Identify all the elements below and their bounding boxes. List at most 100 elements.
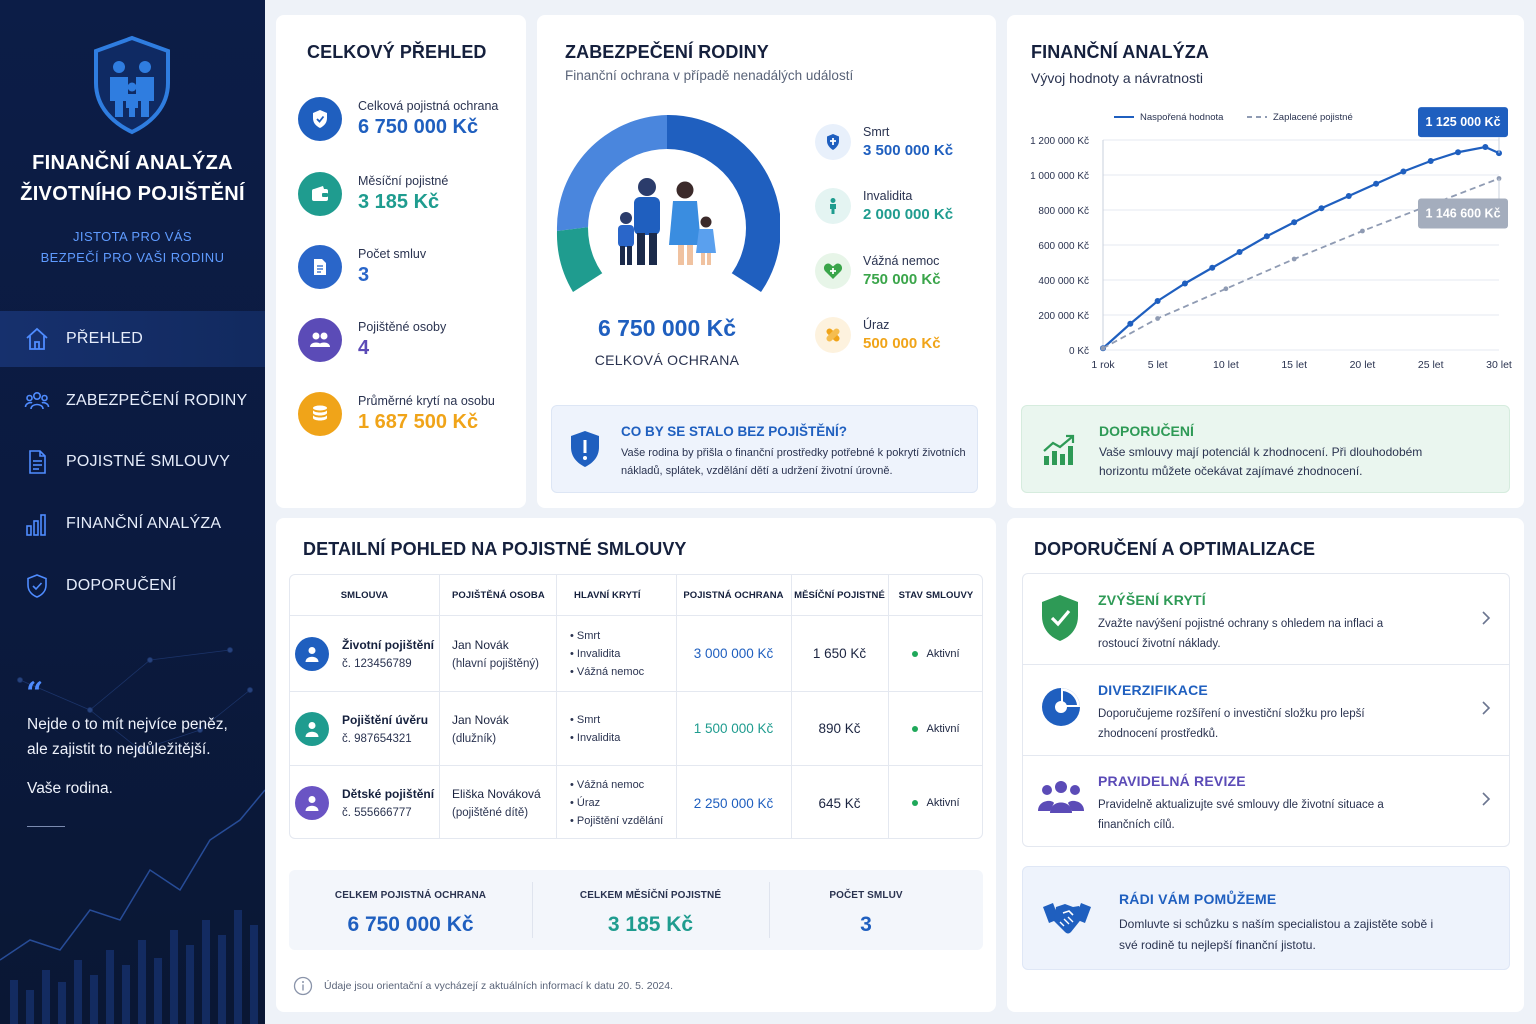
- nav-item-prehled[interactable]: PŘEHLED: [0, 311, 265, 367]
- document-icon: [24, 449, 50, 475]
- decorative-network-graphic: [0, 647, 265, 1024]
- y-tick-label: 1 200 000 Kč: [1030, 136, 1089, 147]
- breakdown-value: 750 000 Kč: [863, 271, 941, 288]
- data-point: [1373, 180, 1380, 187]
- recommendations-card: DOPORUČENÍ A OPTIMALIZACE ZVÝŠENÍ KRYTÍ …: [1007, 518, 1524, 1012]
- x-tick-label: 1 rok: [1091, 359, 1115, 371]
- table-row[interactable]: Pojištění úvěru č. 987654321 Jan Novák (dl…: [290, 691, 982, 765]
- data-point: [1154, 298, 1161, 304]
- family-icon: [24, 388, 50, 414]
- contract-protection: 1 500 000 Kč: [693, 721, 774, 736]
- nav-item-analyza[interactable]: FINANČNÍ ANALÝZA: [0, 496, 265, 552]
- insured-role: (dlužník): [452, 732, 497, 745]
- family-card: ZABEZPEČENÍ RODINY Finanční ochrana v př…: [537, 15, 996, 508]
- recommendation-diverzifikace[interactable]: DIVERZIFIKACE Doporučujeme rozšíření o i…: [1022, 664, 1510, 756]
- x-tick-label: 20 let: [1350, 359, 1376, 371]
- status-dot-icon: [912, 725, 919, 732]
- family-total-value: 6 750 000 Kč: [597, 315, 737, 341]
- breakdown-label: Úraz: [863, 318, 890, 332]
- breakdown-value: 3 500 000 Kč: [863, 142, 954, 159]
- recommendation-text: Doporučujeme rozšíření o investiční slož…: [1098, 708, 1365, 740]
- nav-label: PŘEHLED: [66, 330, 143, 347]
- coverage-item: Vážná nemoc: [576, 665, 645, 678]
- breakdown-label: Invalidita: [863, 189, 913, 203]
- data-point: [1127, 320, 1134, 327]
- sidebar: FINANČNÍ ANALÝZA ŽIVOTNÍHO POJIŠTĚNÍ JIS…: [0, 0, 265, 1024]
- data-point: [1345, 193, 1352, 199]
- contracts-table: SMLOUVA POJIŠTĚNÁ OSOBA HLAVNÍ KRYTÍ POJ…: [289, 574, 983, 839]
- end-value-label: 1 125 000 Kč: [1425, 115, 1500, 129]
- person-icon: [815, 188, 851, 224]
- data-point: [1360, 228, 1365, 234]
- warning-title: CO BY SE STALO BEZ POJIŠTĚNÍ?: [621, 424, 848, 439]
- y-tick-label: 0 Kč: [1069, 346, 1089, 357]
- x-tick-label: 15 let: [1281, 359, 1307, 371]
- user-avatar-icon: [295, 786, 329, 820]
- overview-item-total: Celková pojistná ochrana 6 750 000 Kč: [298, 97, 498, 141]
- legend-label: Zaplacené pojistné: [1273, 112, 1353, 123]
- table-header: POJIŠTĚNÁ OSOBA: [452, 589, 545, 601]
- contracts-title: DETAILNÍ POHLED NA POJISTNÉ SMLOUVY: [303, 539, 687, 559]
- status-badge: Aktivní: [888, 766, 982, 838]
- wallet-icon: [298, 172, 342, 216]
- app-subtitle-line1: JISTOTA PRO VÁS: [73, 229, 192, 244]
- recommend-box: DOPORUČENÍ Vaše smlouvy mají potenciál k…: [1021, 405, 1510, 493]
- summary-total-protection: CELKEM POJISTNÁ OCHRANA 6 750 000 Kč: [334, 890, 487, 936]
- contract-name: Pojištění úvěru: [342, 712, 429, 727]
- coins-icon: [298, 392, 342, 436]
- chevron-right-icon: [1482, 611, 1491, 625]
- overview-label: Celková pojistná ochrana: [358, 99, 499, 113]
- nav-item-zabezpeceni[interactable]: ZABEZPEČENÍ RODINY: [0, 373, 265, 429]
- shield-check-icon: [1042, 595, 1078, 641]
- shield-check-icon: [24, 573, 50, 599]
- warning-text: Vaše rodina by přišla o finanční prostře…: [621, 447, 966, 477]
- x-tick-label: 30 let: [1486, 359, 1512, 371]
- app-title: FINANČNÍ ANALÝZA ŽIVOTNÍHO POJIŠTĚNÍ: [0, 148, 265, 210]
- contracts-card: DETAILNÍ POHLED NA POJISTNÉ SMLOUVY SMLO…: [276, 518, 996, 1012]
- end-value-label: 1 146 600 Kč: [1425, 207, 1500, 221]
- chevron-right-icon: [1482, 792, 1491, 806]
- table-row[interactable]: Dětské pojištění č. 555666777 Eliška Nová…: [290, 765, 982, 838]
- info-icon: [293, 976, 313, 996]
- status-dot-icon: [912, 650, 919, 657]
- data-point: [1318, 205, 1325, 212]
- end-value-badge: [1418, 107, 1508, 138]
- nav-item-smlouvy[interactable]: POJISTNÉ SMLOUVY: [0, 434, 265, 490]
- contracts-summary: CELKEM POJISTNÁ OCHRANA 6 750 000 Kč CELK…: [289, 870, 983, 950]
- recommendations-title: DOPORUČENÍ A OPTIMALIZACE: [1034, 539, 1316, 559]
- contract-protection: 2 250 000 Kč: [693, 795, 774, 811]
- recommendation-zvyseni-kryti[interactable]: ZVÝŠENÍ KRYTÍ Zvažte navýšení pojistné o…: [1022, 573, 1510, 665]
- table-row[interactable]: Životní pojištění č. 123456789 Jan Novák (…: [290, 615, 982, 691]
- quote-signature: Vaše rodina.: [27, 780, 113, 797]
- overview-label: Pojištěné osoby: [358, 320, 447, 334]
- overview-card: CELKOVÝ PŘEHLED Celková pojistná ochrana…: [276, 15, 526, 508]
- overview-item-persons: Pojištěné osoby 4: [298, 318, 446, 362]
- people-icon: [1038, 781, 1084, 813]
- analysis-subtitle: Vývoj hodnoty a návratnosti: [1031, 70, 1203, 86]
- nav-label: POJISTNÉ SMLOUVY: [66, 453, 231, 470]
- x-tick-label: 5 let: [1148, 359, 1168, 371]
- overview-label: Počet smluv: [358, 247, 427, 261]
- overview-value: 1 687 500 Kč: [358, 411, 479, 433]
- contract-premium: 1 650 Kč: [812, 646, 867, 661]
- data-point: [1209, 264, 1216, 271]
- family-illustration: [618, 178, 716, 265]
- recommendation-pravidelna-revize[interactable]: PRAVIDELNÁ REVIZE Pravidelně aktualizujt…: [1022, 755, 1510, 847]
- nav-item-doporuceni[interactable]: DOPORUČENÍ: [0, 558, 265, 614]
- insured-person: Jan Novák: [452, 712, 509, 727]
- y-tick-label: 800 000 Kč: [1038, 206, 1089, 217]
- data-point: [1427, 158, 1434, 164]
- user-avatar-icon: [295, 636, 329, 671]
- summary-contract-count: POČET SMLUV 3: [829, 890, 903, 936]
- y-tick-label: 400 000 Kč: [1038, 276, 1089, 287]
- breakdown-item-vazna-nemoc: Vážná nemoc 750 000 Kč: [815, 253, 941, 289]
- contract-number: č. 987654321: [342, 732, 412, 745]
- heart-plus-icon: [815, 253, 851, 289]
- coverage-item: Smrt: [576, 713, 601, 726]
- table-header: SMLOUVA: [340, 589, 389, 601]
- recommendation-title: DIVERZIFIKACE: [1098, 682, 1208, 698]
- end-value-badge: [1418, 198, 1508, 229]
- nav-label: ZABEZPEČENÍ RODINY: [66, 392, 248, 409]
- data-point: [1291, 219, 1298, 226]
- help-box[interactable]: RÁDI VÁM POMŮŽEME Domluvte si schůzku s …: [1022, 866, 1510, 970]
